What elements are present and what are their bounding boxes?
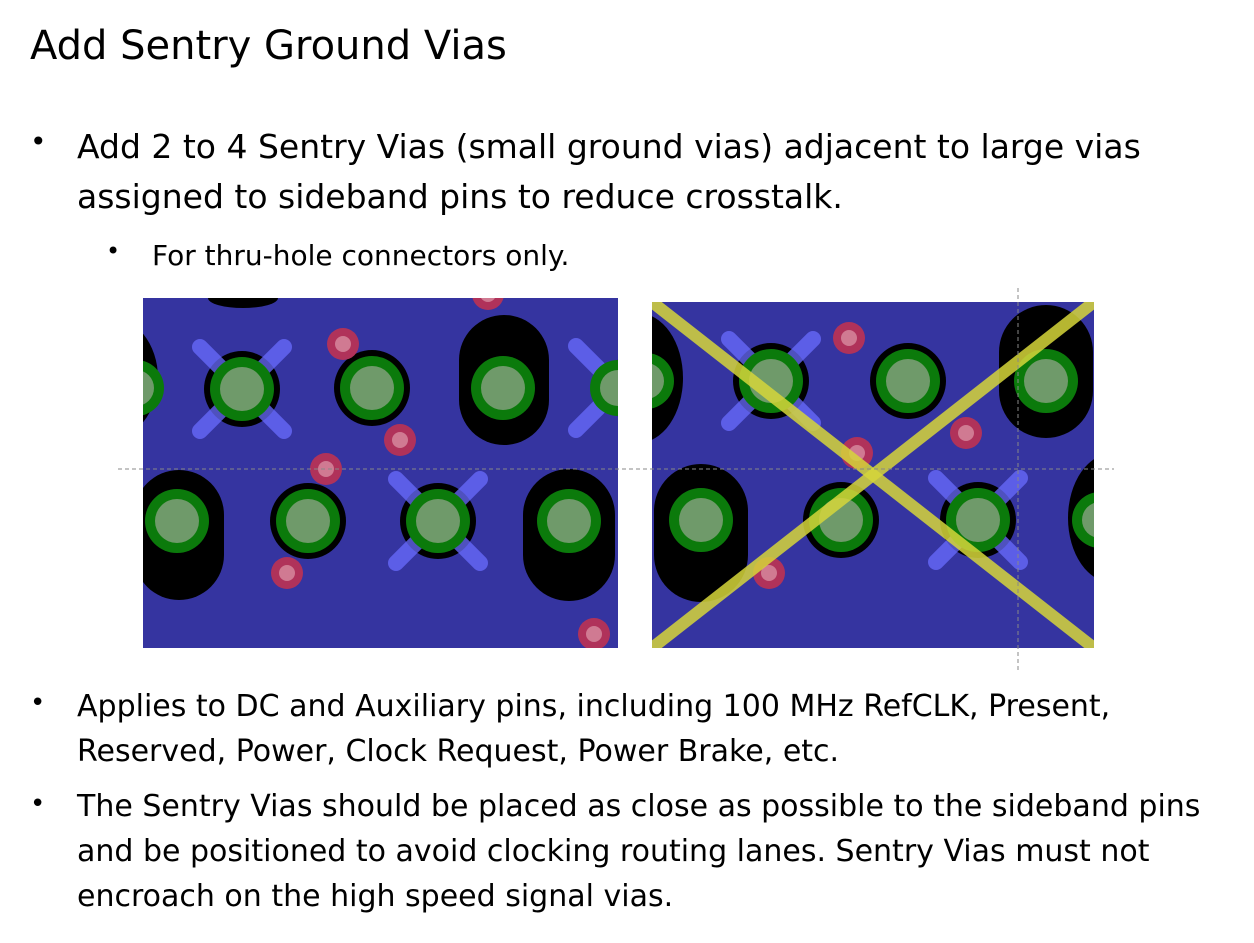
antipad bbox=[208, 298, 278, 308]
signal-via-pad bbox=[145, 489, 209, 553]
sentry-ground-via bbox=[384, 424, 416, 456]
signal-via-pad bbox=[276, 489, 340, 553]
signal-via-pad bbox=[340, 356, 404, 420]
pad-ring bbox=[652, 353, 674, 409]
bullet-text: Add 2 to 4 Sentry Vias (small ground via… bbox=[77, 127, 1141, 216]
sentry-marker-x bbox=[568, 338, 618, 438]
signal-via-pad bbox=[946, 488, 1010, 552]
pad-center bbox=[416, 499, 460, 543]
slide-title: Add Sentry Ground Vias bbox=[30, 23, 507, 69]
signal-via-pad bbox=[590, 360, 618, 416]
signal-via-pad bbox=[1072, 492, 1094, 548]
pad-center bbox=[143, 371, 154, 405]
pad-center bbox=[350, 366, 394, 410]
signal-via-pad bbox=[210, 357, 274, 421]
signal-via-pad bbox=[471, 356, 535, 420]
sentry-ground-via bbox=[950, 417, 982, 449]
pad-center bbox=[956, 498, 1000, 542]
pad-center bbox=[155, 499, 199, 543]
pad-center bbox=[1082, 503, 1094, 537]
sentry-ground-via bbox=[578, 618, 610, 648]
sentry-via-center bbox=[392, 432, 408, 448]
signal-via-pad bbox=[739, 349, 803, 413]
bullet-text: The Sentry Vias should be placed as clos… bbox=[77, 789, 1201, 914]
pad-center bbox=[547, 499, 591, 543]
sentry-ground-via bbox=[310, 453, 342, 485]
sentry-via-center bbox=[958, 425, 974, 441]
pad-center bbox=[220, 367, 264, 411]
sentry-via-center bbox=[481, 298, 495, 302]
signal-via-pad bbox=[143, 360, 164, 416]
sentry-ground-via bbox=[327, 328, 359, 360]
pad-center bbox=[652, 364, 664, 398]
sentry-via-center bbox=[761, 565, 777, 581]
sentry-marker-stroke bbox=[568, 376, 618, 438]
sentry-ground-via bbox=[271, 557, 303, 589]
pad-center bbox=[886, 359, 930, 403]
sentry-via-center bbox=[335, 336, 351, 352]
sentry-via-center bbox=[279, 565, 295, 581]
sentry-marker-stroke bbox=[568, 338, 618, 400]
right-panel-contents bbox=[652, 302, 1094, 648]
signal-via-pad bbox=[537, 489, 601, 553]
via-layout-diagram bbox=[118, 288, 1114, 670]
signal-via-pad bbox=[1014, 349, 1078, 413]
bullet-glyph: • bbox=[30, 688, 46, 718]
reject-cross-line bbox=[652, 302, 1094, 648]
pad-center bbox=[600, 370, 618, 406]
sentry-ground-via bbox=[472, 298, 504, 310]
via-layout-figure bbox=[118, 288, 1114, 670]
sentry-via-ring bbox=[472, 298, 504, 310]
pad-center bbox=[286, 499, 330, 543]
bullet-glyph: • bbox=[30, 789, 46, 819]
bullet-text: Applies to DC and Auxiliary pins, includ… bbox=[77, 689, 1111, 769]
sentry-via-center bbox=[318, 461, 334, 477]
pad-center bbox=[679, 498, 723, 542]
pad-center bbox=[481, 366, 525, 410]
sentry-ground-via bbox=[833, 322, 865, 354]
signal-via-pad bbox=[652, 353, 674, 409]
signal-via-pad bbox=[406, 489, 470, 553]
sub-bullet-glyph: • bbox=[106, 237, 121, 265]
sentry-via-center bbox=[841, 330, 857, 346]
bullet-glyph: • bbox=[30, 125, 47, 158]
signal-via-pad bbox=[876, 349, 940, 413]
signal-via-pad bbox=[669, 488, 733, 552]
sentry-via-center bbox=[586, 626, 602, 642]
pad-center bbox=[1024, 359, 1068, 403]
sub-bullet-text: For thru-hole connectors only. bbox=[152, 239, 570, 272]
left-panel-contents bbox=[143, 298, 618, 648]
